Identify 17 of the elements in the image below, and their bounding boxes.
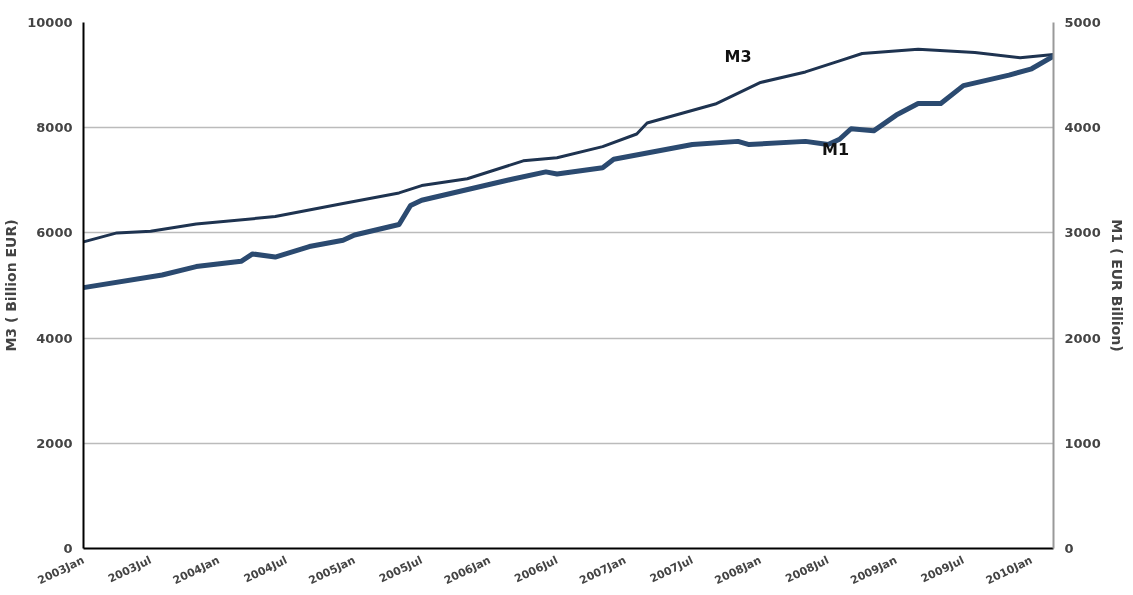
y2-axis-title: M1 ( EUR Billion) [1108, 219, 1125, 352]
series-label: M3 [724, 47, 752, 67]
y-tick-label: 4000 [36, 330, 73, 346]
y-tick-label: 10000 [27, 15, 73, 30]
series-label: M1 [822, 139, 850, 159]
y-axis-title: M3 ( Billion EUR) [3, 219, 20, 352]
y-tick-label: 0 [63, 541, 73, 556]
y-tick-label: 8000 [36, 120, 73, 136]
y2-tick-label: 4000 [1064, 120, 1101, 136]
y-tick-label: 6000 [36, 225, 73, 241]
y2-tick-label: 3000 [1064, 225, 1101, 241]
y2-tick-label: 0 [1064, 541, 1074, 556]
y-tick-label: 2000 [36, 435, 73, 451]
y2-tick-label: 5000 [1064, 15, 1101, 30]
y2-tick-label: 1000 [1064, 435, 1101, 451]
line-series [83, 47, 1054, 244]
y2-tick-label: 2000 [1064, 330, 1101, 346]
